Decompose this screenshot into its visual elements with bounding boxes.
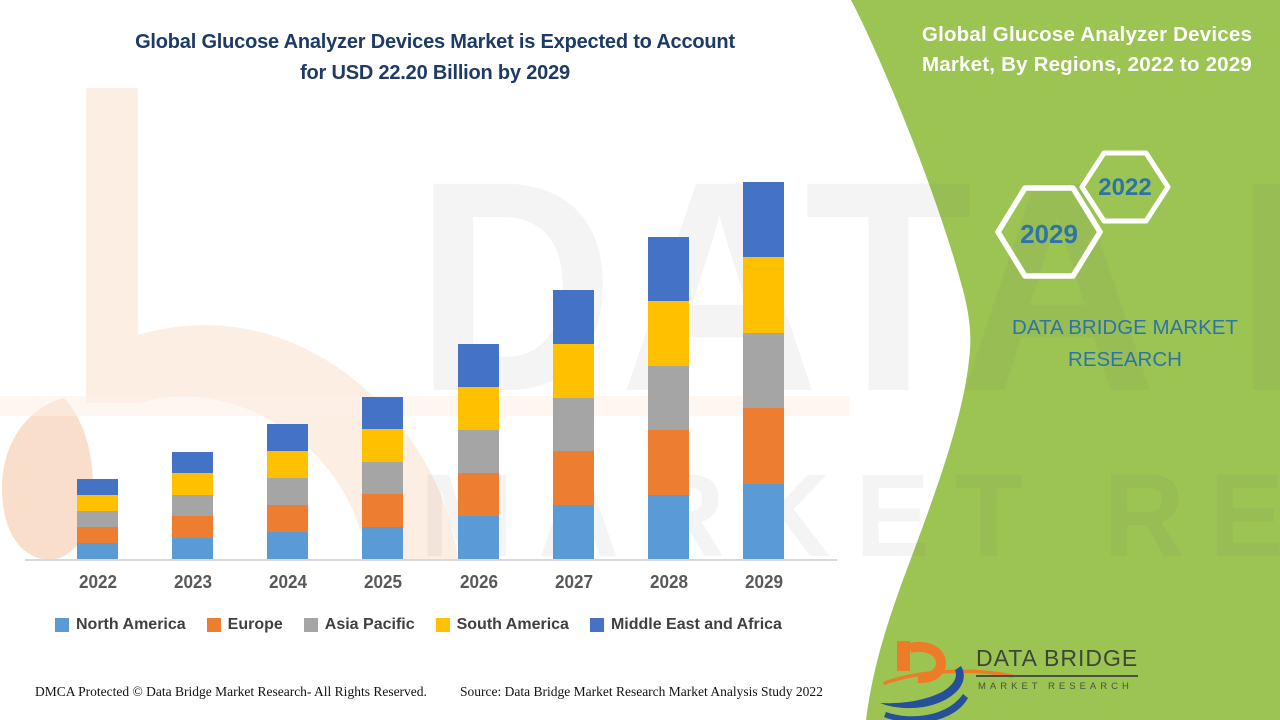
legend-swatch-icon xyxy=(55,618,69,632)
side-panel-heading: Global Glucose Analyzer Devices Market, … xyxy=(900,20,1274,80)
x-axis-label-2029: 2029 xyxy=(744,572,784,592)
bar-2023 xyxy=(172,452,213,559)
logo-tagline: MARKET RESEARCH xyxy=(978,681,1133,692)
bar-segment-2023-south-america xyxy=(172,473,213,495)
page-title-line2: for USD 22.20 Billion by 2029 xyxy=(300,62,570,84)
bar-segment-2023-europe xyxy=(172,516,213,538)
bar-segment-2024-asia-pacific xyxy=(267,478,308,505)
bar-segment-2022-asia-pacific xyxy=(77,510,118,527)
bar-2024 xyxy=(267,424,308,559)
watermark-text-brand: DATA BRIDGE xyxy=(415,113,1280,459)
legend-swatch-icon xyxy=(206,618,221,632)
badge-year-2022: 2022 xyxy=(1098,174,1152,201)
bar-segment-2027-europe xyxy=(553,451,594,506)
bar-segment-2025-asia-pacific xyxy=(362,461,403,495)
bar-segment-2022-middle-east-and-africa xyxy=(77,478,118,495)
bar-segment-2029-south-america xyxy=(743,257,784,333)
side-panel-heading-line1: Global Glucose Analyzer Devices xyxy=(921,23,1253,46)
x-axis-label-2027: 2027 xyxy=(554,572,594,592)
side-panel-heading-line2: Market, By Regions, 2022 to 2029 xyxy=(922,53,1252,76)
bar-segment-2027-middle-east-and-africa xyxy=(553,290,594,344)
page-title: Global Glucose Analyzer Devices Market i… xyxy=(25,27,845,89)
legend-item-europe: Europe xyxy=(206,616,283,634)
bar-segment-2029-europe xyxy=(743,408,784,484)
bar-segment-2028-europe xyxy=(648,430,689,495)
bar-segment-2026-middle-east-and-africa xyxy=(458,344,499,387)
bar-segment-2028-middle-east-and-africa xyxy=(648,237,689,302)
bar-segment-2027-north-america xyxy=(553,505,594,559)
x-axis-label-2022: 2022 xyxy=(78,572,118,592)
bar-segment-2025-south-america xyxy=(362,429,403,462)
bar-segment-2023-asia-pacific xyxy=(172,494,213,517)
bar-segment-2028-north-america xyxy=(648,494,689,559)
bar-segment-2024-middle-east-and-africa xyxy=(267,424,308,451)
bar-segment-2026-europe xyxy=(458,473,499,516)
bar-segment-2024-europe xyxy=(267,505,308,532)
x-axis-label-2023: 2023 xyxy=(173,572,213,592)
bar-segment-2022-south-america xyxy=(77,494,118,511)
bar-2025 xyxy=(362,397,403,559)
bar-segment-2029-asia-pacific xyxy=(743,332,784,409)
legend-label: Middle East and Africa xyxy=(610,616,782,633)
brand-wordmark-line2: RESEARCH xyxy=(1068,348,1182,371)
x-axis-label-2025: 2025 xyxy=(363,572,403,592)
watermark-text-tagline: MARKET RESEARCH xyxy=(420,450,1280,582)
bar-segment-2025-europe xyxy=(362,494,403,527)
legend-label: North America xyxy=(76,616,186,633)
x-axis-label-2024: 2024 xyxy=(268,572,308,592)
bar-2027 xyxy=(553,290,594,559)
brand-wordmark: DATA BRIDGE MARKET RESEARCH xyxy=(1000,312,1250,376)
legend: North America Europe Asia Pacific South Ame… xyxy=(55,616,782,634)
legend-item-middle-east-and-africa: Middle East and Africa xyxy=(589,616,782,634)
legend-item-south-america: South America xyxy=(435,616,569,634)
brand-wordmark-line1: DATA BRIDGE MARKET xyxy=(1012,316,1238,339)
bar-segment-2026-south-america xyxy=(458,387,499,430)
legend-swatch-icon xyxy=(589,618,604,632)
bar-segment-2029-north-america xyxy=(743,483,784,559)
x-axis-label-2028: 2028 xyxy=(649,572,689,592)
bar-segment-2028-asia-pacific xyxy=(648,365,689,431)
legend-item-asia-pacific: Asia Pacific xyxy=(303,616,415,634)
legend-swatch-icon xyxy=(303,618,318,632)
footer-source-text: Source: Data Bridge Market Research Mark… xyxy=(460,684,823,699)
page-title-line1: Global Glucose Analyzer Devices Market i… xyxy=(135,31,735,53)
bar-segment-2022-europe xyxy=(77,526,118,543)
bar-segment-2026-north-america xyxy=(458,516,499,559)
bar-2022 xyxy=(77,478,118,559)
bar-segment-2023-middle-east-and-africa xyxy=(172,452,213,474)
badge-year-2029: 2029 xyxy=(1020,219,1078,249)
x-axis-line xyxy=(25,559,837,561)
legend-swatch-icon xyxy=(435,618,450,632)
logo-name: DATA BRIDGE xyxy=(976,645,1139,677)
legend-label: South America xyxy=(456,616,569,633)
bar-segment-2022-north-america xyxy=(77,542,118,559)
bar-2029 xyxy=(743,182,784,559)
legend-label: Asia Pacific xyxy=(324,616,415,633)
x-axis-label-2026: 2026 xyxy=(459,572,499,592)
legend-item-north-america: North America xyxy=(55,616,186,634)
bar-segment-2027-south-america xyxy=(553,343,594,398)
bar-segment-2025-middle-east-and-africa xyxy=(362,397,403,430)
bar-2026 xyxy=(458,344,499,559)
legend-label: Europe xyxy=(227,616,283,633)
bar-2028 xyxy=(648,237,689,559)
bar-segment-2025-north-america xyxy=(362,526,403,559)
bar-segment-2023-north-america xyxy=(172,537,213,559)
bar-segment-2029-middle-east-and-africa xyxy=(743,182,784,258)
bar-segment-2024-south-america xyxy=(267,451,308,478)
bar-segment-2024-north-america xyxy=(267,532,308,559)
footer-dmca-text: DMCA Protected © Data Bridge Market Rese… xyxy=(35,684,427,699)
bar-segment-2026-asia-pacific xyxy=(458,430,499,473)
bar-segment-2027-asia-pacific xyxy=(553,397,594,452)
bar-segment-2028-south-america xyxy=(648,301,689,366)
